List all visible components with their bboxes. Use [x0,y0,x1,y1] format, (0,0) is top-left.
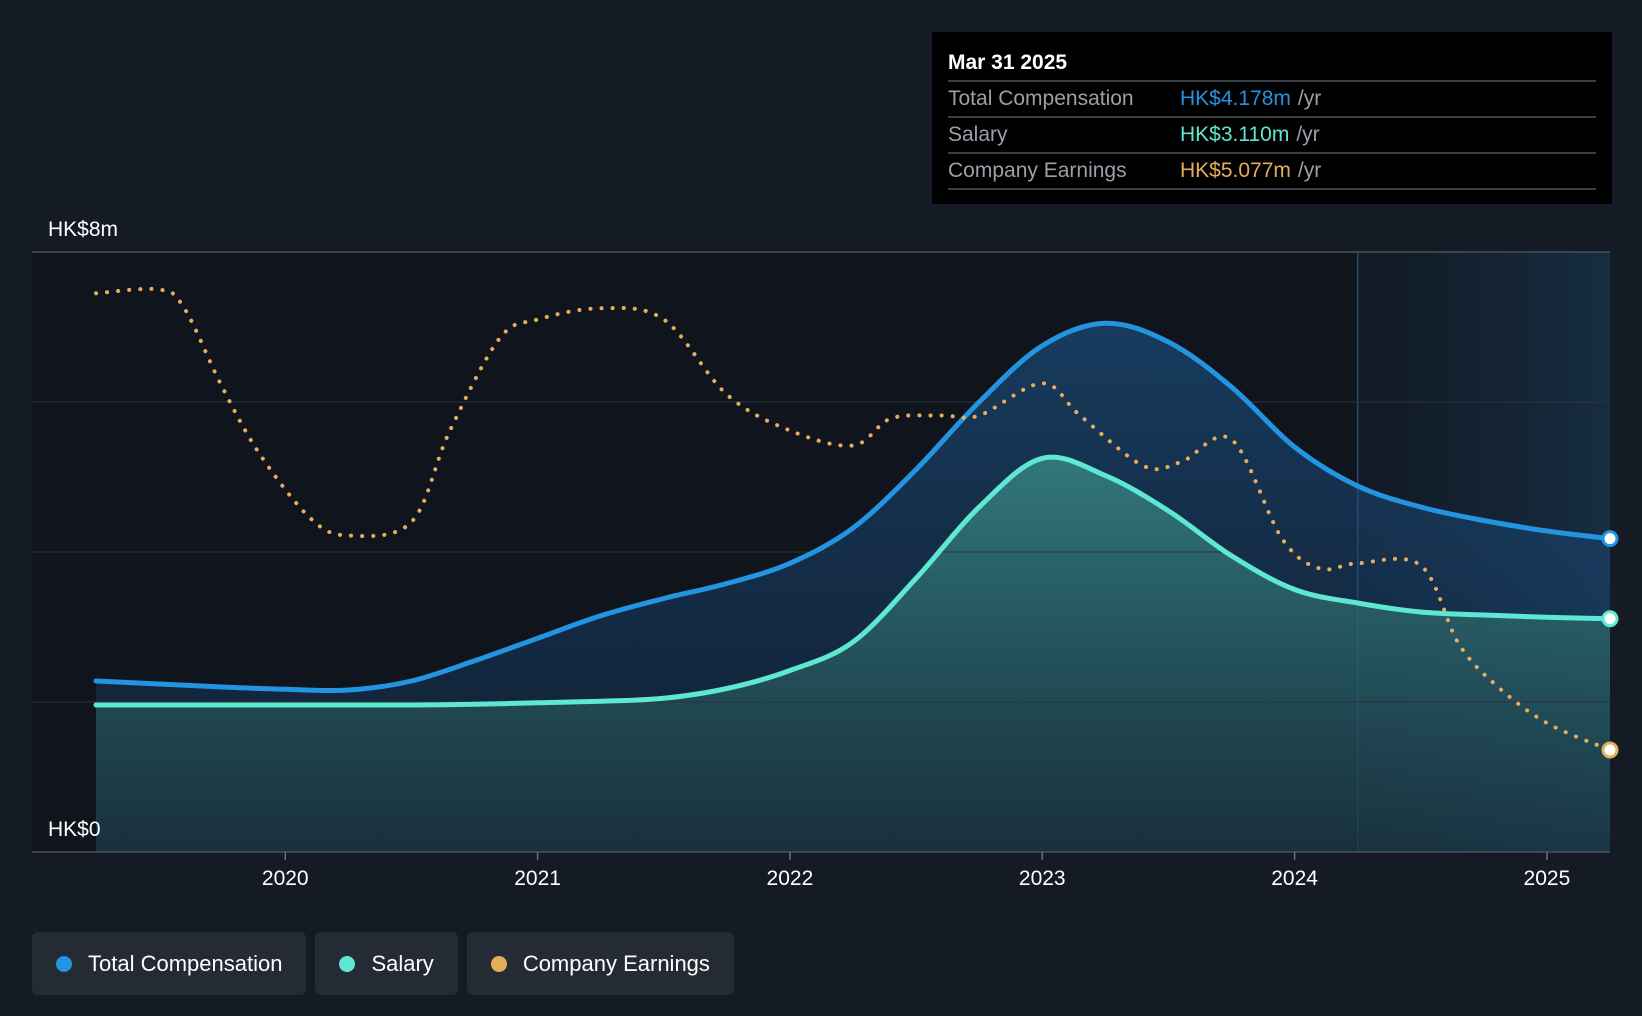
x-tick-label: 2022 [767,867,814,890]
tooltip-unit: /yr [1296,123,1320,146]
series-end-marker [1601,741,1619,759]
tooltip-label: Company Earnings [948,159,1127,182]
x-tick-label: 2024 [1271,867,1318,890]
tooltip-label: Total Compensation [948,87,1134,110]
tooltip-value: HK$5.077m [1180,159,1291,182]
legend-label: Total Compensation [88,950,283,976]
legend-label: Company Earnings [522,950,710,976]
legend: Total Compensation Salary Company Earnin… [32,932,734,995]
tooltip-unit: /yr [1297,159,1322,182]
legend-dot-icon [339,955,356,972]
tooltip-date: Mar 31 2025 [948,46,1596,82]
tooltip: Mar 31 2025 Total Compensation HK$4.178m… [932,32,1612,204]
tooltip-unit: /yr [1297,87,1322,110]
y-axis-top-label: HK$8m [48,218,118,241]
tooltip-label: Salary [948,123,1008,146]
series-line-total-compensation [93,320,1613,694]
y-axis-bottom-label: HK$0 [48,818,101,841]
legend-item-total-compensation[interactable]: Total Compensation [32,932,307,995]
series-line-salary [93,454,1613,708]
legend-dot-icon [490,955,507,972]
tooltip-row-company-earnings: Company Earnings HK$5.077m /yr [948,154,1596,190]
tooltip-row-total-compensation: Total Compensation HK$4.178m /yr [948,82,1596,118]
legend-dot-icon [56,955,72,972]
series-line-company-earnings [94,286,1612,752]
tooltip-value: HK$4.178m [1180,87,1291,110]
series-end-marker [1601,530,1619,548]
tooltip-value: HK$3.110m [1180,123,1290,146]
x-tick-label: 2020 [262,867,309,890]
x-tick-label: 2025 [1524,867,1571,890]
tooltip-row-salary: Salary HK$3.110m /yr [948,118,1596,154]
series-end-marker [1601,610,1619,628]
x-tick-label: 2021 [514,867,561,890]
legend-item-company-earnings[interactable]: Company Earnings [466,932,734,995]
legend-label: Salary [371,950,434,976]
x-tick-label: 2023 [1019,867,1066,890]
legend-item-salary[interactable]: Salary [315,932,458,995]
